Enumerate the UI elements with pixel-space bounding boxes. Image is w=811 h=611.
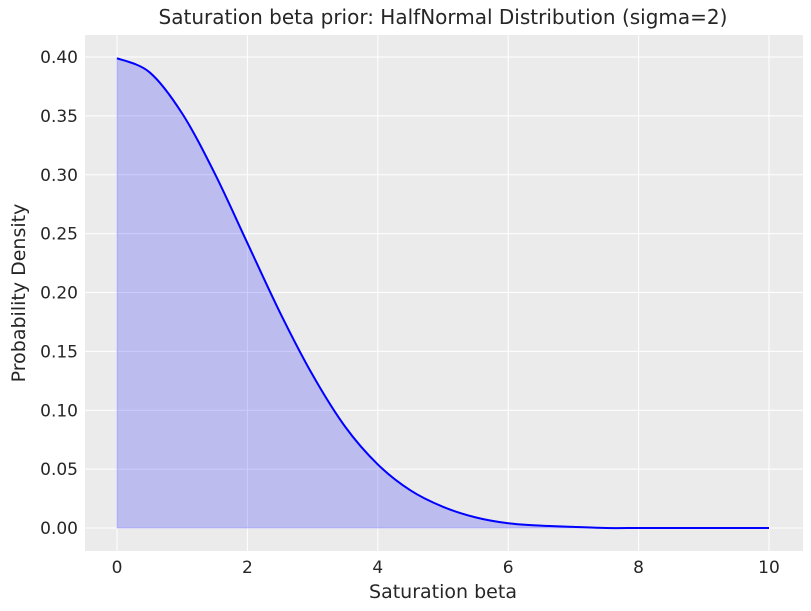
y-tick-label: 0.35 [40,107,78,127]
x-tick-label: 2 [242,558,253,578]
x-tick-label: 10 [758,558,780,578]
y-tick-labels: 0.00 0.05 0.10 0.15 0.20 0.25 0.30 0.35 0.40 [40,48,78,539]
y-tick-label: 0.10 [40,401,78,421]
x-tick-label: 0 [112,558,123,578]
y-tick-label: 0.15 [40,342,78,362]
x-axis-label: Saturation beta [369,581,517,603]
x-tick-label: 8 [633,558,644,578]
y-tick-label: 0.30 [40,166,78,186]
x-tick-labels: 0 2 4 6 8 10 [112,558,780,578]
y-tick-label: 0.20 [40,284,78,304]
x-tick-label: 6 [503,558,514,578]
y-axis-label: Probability Density [8,204,30,383]
density-curve [116,57,769,530]
y-tick-label: 0.40 [40,48,78,68]
y-tick-label: 0.25 [40,225,78,245]
y-tick-label: 0.05 [40,460,78,480]
grid-lines [85,35,803,551]
chart-title: Saturation beta prior: HalfNormal Distri… [159,5,728,29]
y-tick-label: 0.00 [40,519,78,539]
x-tick-label: 4 [372,558,383,578]
